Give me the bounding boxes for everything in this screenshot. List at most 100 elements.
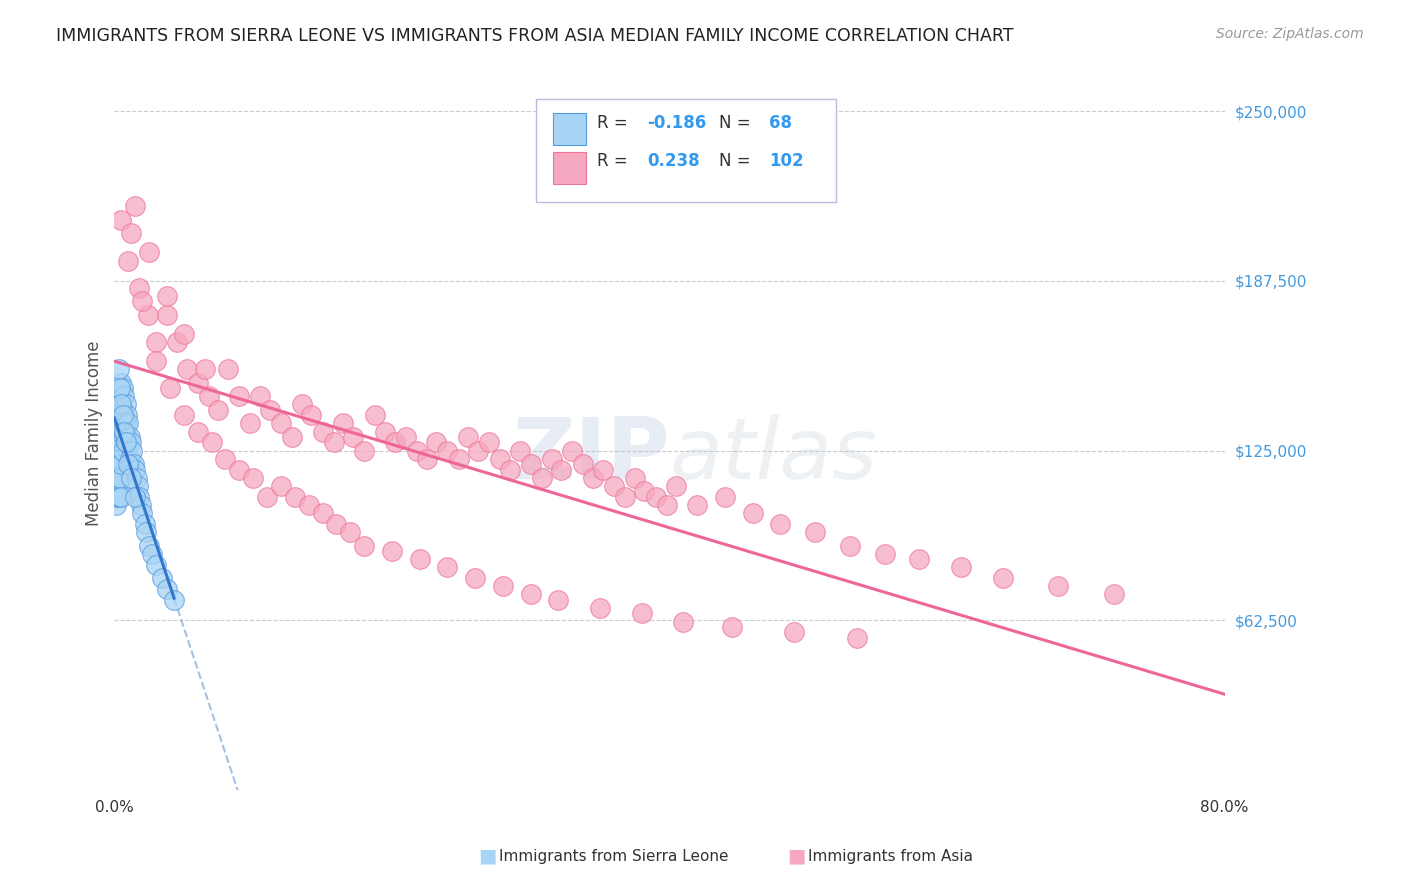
Point bbox=[115, 430, 138, 444]
Point bbox=[530, 471, 553, 485]
Point bbox=[991, 571, 1014, 585]
Point bbox=[838, 539, 860, 553]
Text: ■: ■ bbox=[787, 847, 806, 866]
Text: N =: N = bbox=[720, 153, 756, 170]
Point bbox=[105, 443, 128, 458]
Point bbox=[644, 490, 666, 504]
Point bbox=[112, 389, 135, 403]
Point bbox=[561, 443, 583, 458]
Point bbox=[107, 471, 129, 485]
Point bbox=[110, 435, 132, 450]
Point bbox=[111, 443, 134, 458]
Point bbox=[107, 403, 129, 417]
Point bbox=[949, 560, 972, 574]
Point bbox=[112, 425, 135, 439]
Point bbox=[908, 552, 931, 566]
Point bbox=[108, 409, 131, 423]
Point bbox=[173, 409, 195, 423]
Point bbox=[156, 289, 179, 303]
Point bbox=[120, 471, 142, 485]
Point bbox=[519, 587, 541, 601]
Point bbox=[120, 435, 142, 450]
Point bbox=[110, 213, 132, 227]
Point bbox=[163, 592, 186, 607]
Point bbox=[655, 498, 678, 512]
Text: R =: R = bbox=[598, 153, 633, 170]
Point bbox=[381, 544, 404, 558]
Point bbox=[200, 435, 222, 450]
Point bbox=[207, 403, 229, 417]
Point bbox=[125, 471, 148, 485]
Y-axis label: Median Family Income: Median Family Income bbox=[86, 341, 103, 526]
Point bbox=[138, 245, 160, 260]
Point bbox=[136, 308, 159, 322]
Point bbox=[120, 227, 142, 241]
Point bbox=[228, 389, 250, 403]
Point bbox=[311, 506, 333, 520]
Point bbox=[603, 479, 626, 493]
Point bbox=[467, 443, 489, 458]
Point bbox=[741, 506, 763, 520]
Point bbox=[120, 457, 142, 471]
Point bbox=[249, 389, 271, 403]
Point bbox=[332, 417, 354, 431]
Point bbox=[845, 631, 868, 645]
Point bbox=[156, 308, 179, 322]
Point bbox=[492, 579, 515, 593]
Point bbox=[104, 457, 127, 471]
Point bbox=[127, 479, 149, 493]
Point bbox=[614, 490, 637, 504]
Point bbox=[107, 451, 129, 466]
Point bbox=[107, 417, 129, 431]
Point bbox=[242, 471, 264, 485]
Point bbox=[714, 490, 737, 504]
Point bbox=[108, 389, 131, 403]
Point bbox=[110, 376, 132, 390]
Point bbox=[145, 334, 167, 349]
Point bbox=[436, 560, 458, 574]
Point bbox=[176, 362, 198, 376]
Text: Immigrants from Sierra Leone: Immigrants from Sierra Leone bbox=[499, 849, 728, 863]
Point bbox=[406, 443, 429, 458]
Text: Immigrants from Asia: Immigrants from Asia bbox=[808, 849, 973, 863]
Point bbox=[353, 539, 375, 553]
Point bbox=[509, 443, 531, 458]
Point bbox=[353, 443, 375, 458]
Point bbox=[197, 389, 219, 403]
Point bbox=[519, 457, 541, 471]
Text: 102: 102 bbox=[769, 153, 804, 170]
Point bbox=[105, 490, 128, 504]
Point bbox=[540, 451, 562, 466]
Text: -0.186: -0.186 bbox=[647, 114, 707, 133]
Text: Source: ZipAtlas.com: Source: ZipAtlas.com bbox=[1216, 27, 1364, 41]
Point bbox=[582, 471, 605, 485]
Point bbox=[110, 457, 132, 471]
Point bbox=[325, 516, 347, 531]
Point bbox=[665, 479, 688, 493]
Point bbox=[364, 409, 387, 423]
Point bbox=[339, 524, 361, 539]
Point bbox=[550, 462, 572, 476]
Point bbox=[124, 199, 146, 213]
Point bbox=[436, 443, 458, 458]
Point bbox=[145, 558, 167, 572]
Point bbox=[217, 362, 239, 376]
Point bbox=[114, 435, 136, 450]
Point bbox=[270, 479, 292, 493]
Point bbox=[384, 435, 406, 450]
Point bbox=[115, 409, 138, 423]
Point bbox=[111, 381, 134, 395]
Point bbox=[298, 498, 321, 512]
Point bbox=[187, 425, 209, 439]
Text: 68: 68 bbox=[769, 114, 793, 133]
Point bbox=[425, 435, 447, 450]
Point bbox=[447, 451, 470, 466]
Point bbox=[112, 409, 135, 423]
Point bbox=[499, 462, 522, 476]
Point bbox=[342, 430, 364, 444]
Point bbox=[104, 498, 127, 512]
Point bbox=[259, 403, 281, 417]
Bar bbox=[553, 153, 586, 185]
Point bbox=[1047, 579, 1070, 593]
Point bbox=[124, 490, 146, 504]
